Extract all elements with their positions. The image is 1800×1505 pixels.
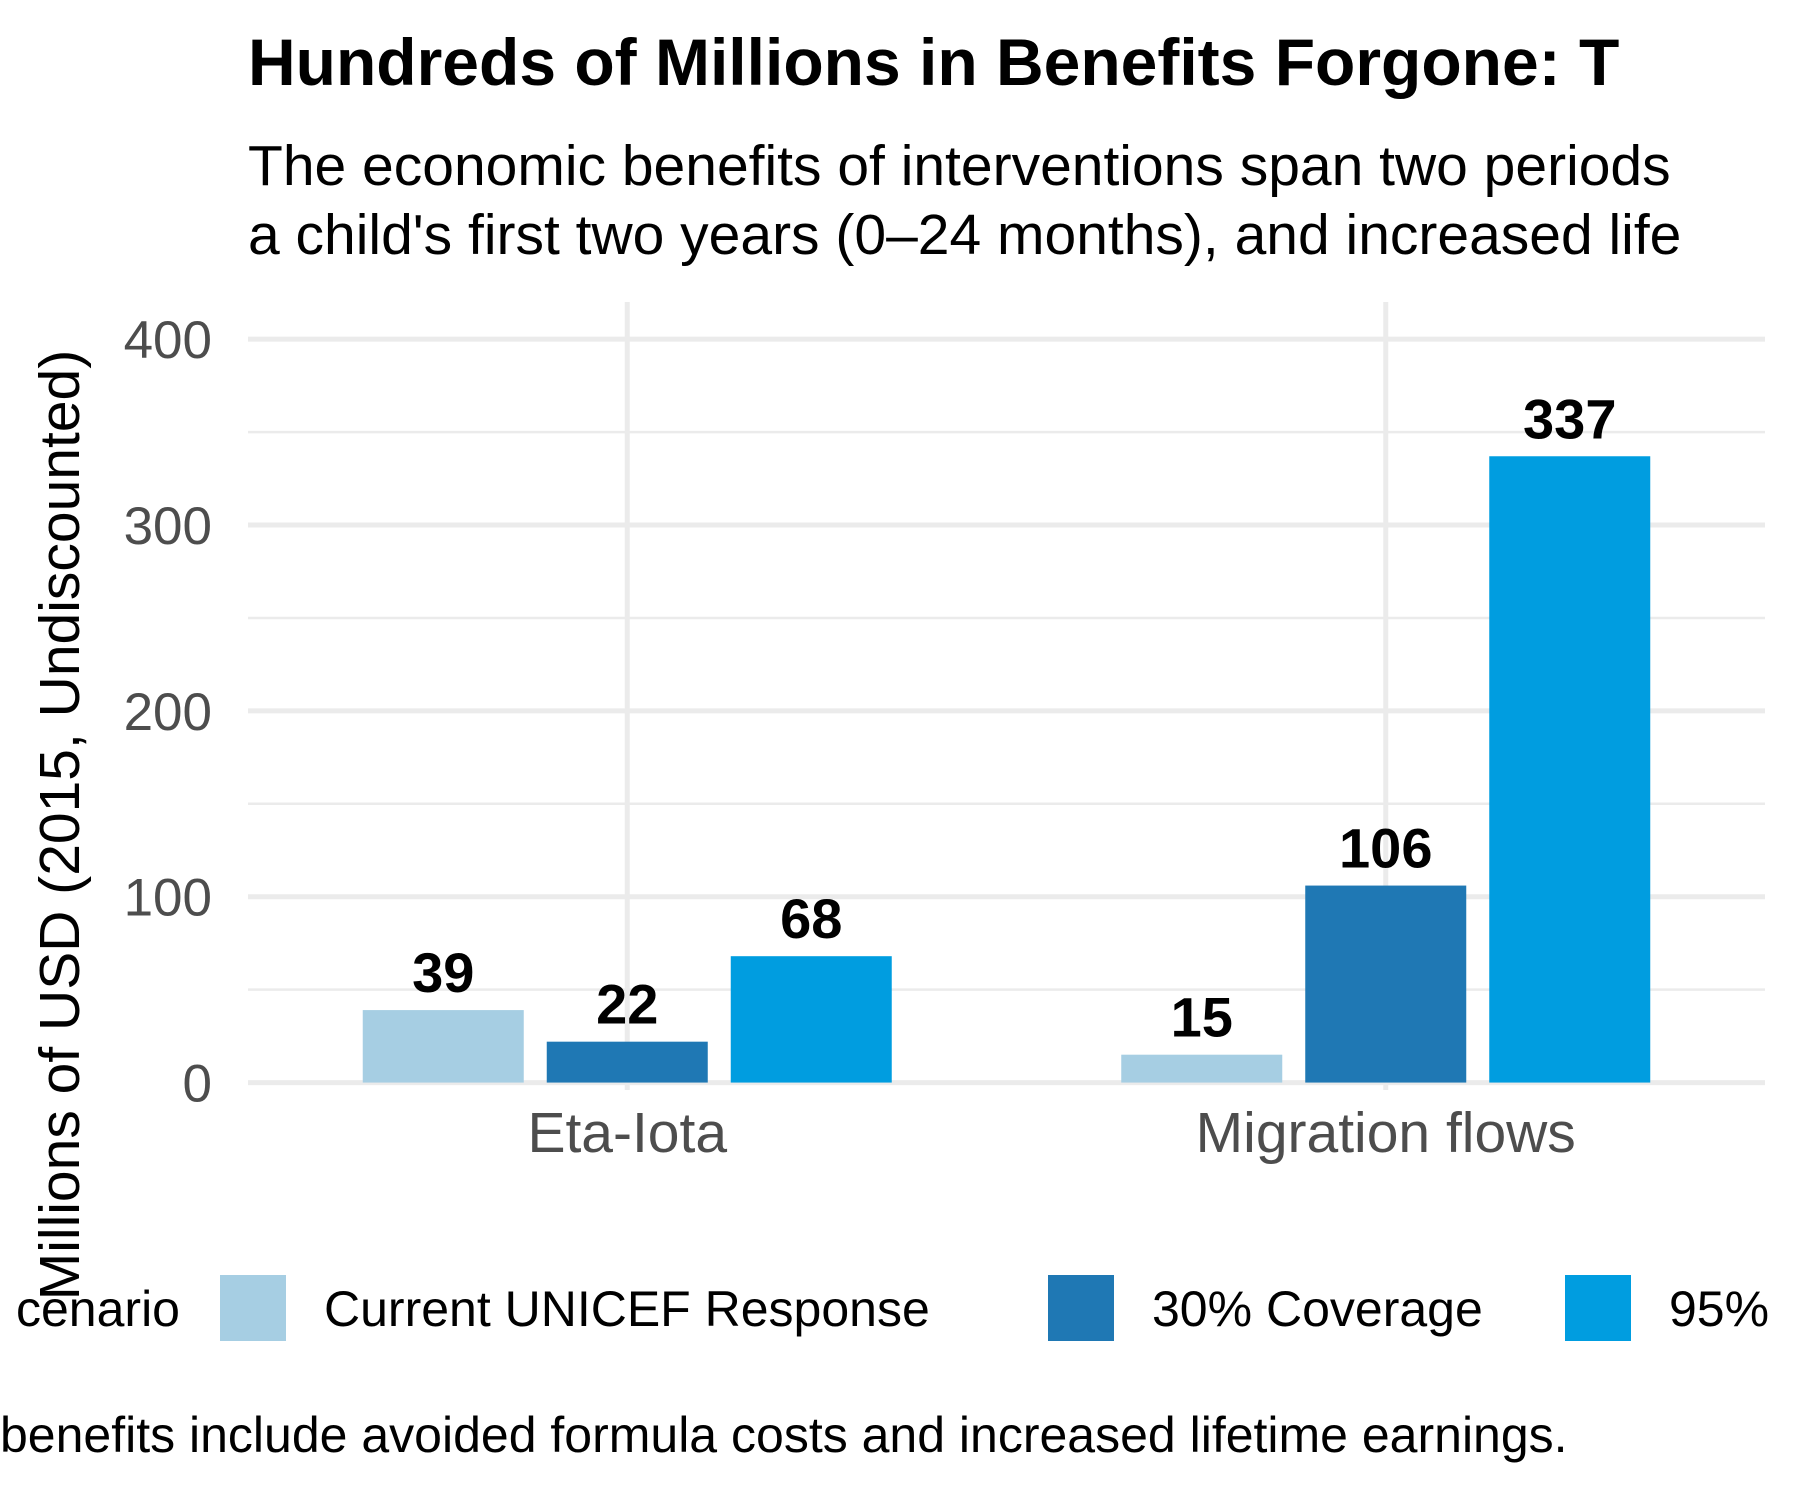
bar: [1305, 885, 1467, 1083]
x-tick-label: Eta-Iota: [527, 1101, 727, 1165]
legend-title: cenario: [16, 1281, 180, 1337]
data-label: 337: [1523, 387, 1616, 450]
axes: 0 100 200 300 400 Eta-Iota Migration flows: [124, 311, 1576, 1165]
chart-title: Hundreds of Millions in Benefits Forgone…: [248, 25, 1619, 99]
y-tick-label: 400: [124, 311, 212, 370]
legend-swatch: [220, 1275, 286, 1341]
chart-subtitle-line-1: The economic benefits of interventions s…: [248, 134, 1671, 198]
y-tick-label: 300: [124, 497, 212, 556]
data-label: 39: [412, 941, 474, 1004]
legend-swatch: [1565, 1275, 1631, 1341]
x-tick-label: Migration flows: [1196, 1101, 1576, 1165]
data-label: 15: [1171, 986, 1233, 1049]
bar: [362, 1010, 524, 1083]
legend-label: 95%: [1669, 1281, 1769, 1337]
y-tick-label: 100: [124, 869, 212, 928]
bar: [1489, 456, 1651, 1083]
legend: cenario Current UNICEF Response 30% Covera…: [16, 1275, 1769, 1341]
bars: [362, 456, 1651, 1083]
data-labels: 39 22 68 15 106 337: [412, 387, 1616, 1048]
data-label: 68: [780, 887, 842, 950]
bar: [546, 1041, 708, 1083]
chart-caption: benefits include avoided formula costs a…: [0, 1407, 1568, 1463]
bar: [1121, 1054, 1283, 1083]
bar: [730, 956, 892, 1083]
data-label: 22: [596, 973, 658, 1036]
chart-subtitle-line-2: a child's first two years (0–24 months),…: [248, 203, 1681, 267]
legend-swatch: [1048, 1275, 1114, 1341]
data-label: 106: [1339, 817, 1432, 880]
y-tick-label: 0: [183, 1055, 212, 1114]
legend-label: Current UNICEF Response: [324, 1281, 930, 1337]
y-axis-label: Millions of USD (2015, Undiscounted): [28, 350, 92, 1300]
legend-label: 30% Coverage: [1152, 1281, 1483, 1337]
y-tick-label: 200: [124, 683, 212, 742]
